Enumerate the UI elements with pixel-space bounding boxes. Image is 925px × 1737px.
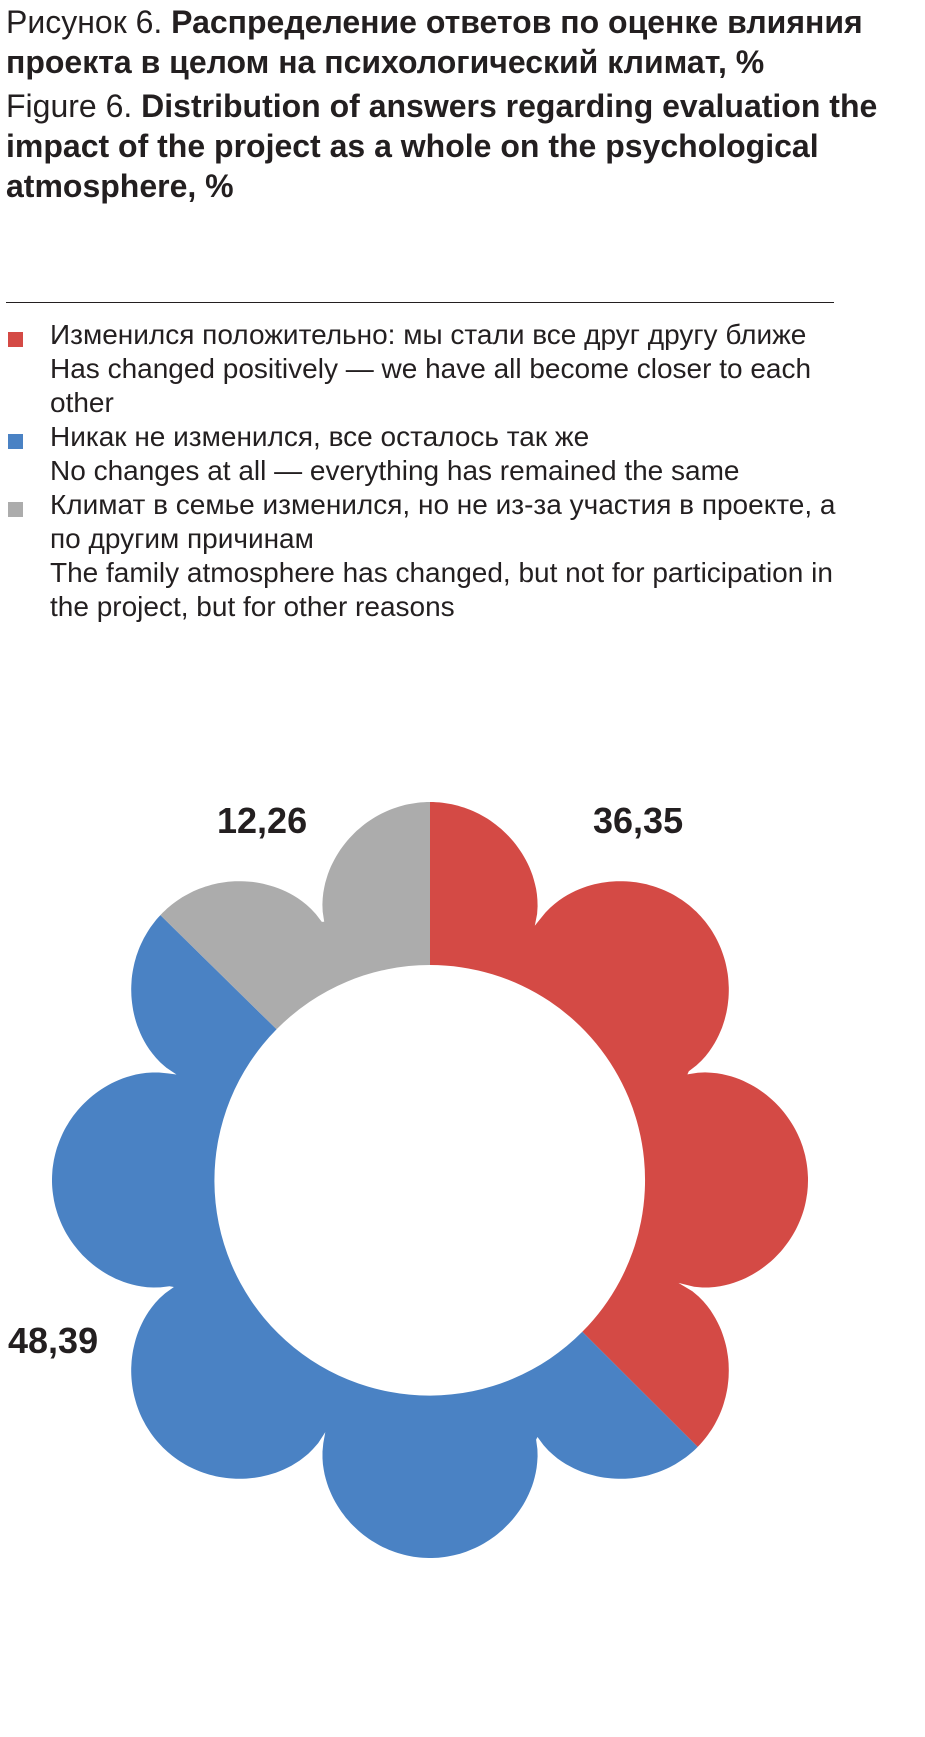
legend-label-ru: Климат в семье изменился, но не из-за уч… xyxy=(50,489,836,554)
title-en: Figure 6. Distribution of answers regard… xyxy=(6,88,878,204)
legend-label-en: Has changed positively — we have all bec… xyxy=(50,353,812,418)
legend-swatch xyxy=(8,332,23,347)
legend-swatch xyxy=(8,502,23,517)
legend-item-other-reasons: Климат в семье изменился, но не из-за уч… xyxy=(6,488,836,624)
legend-label-ru: Никак не изменился, все осталось так же xyxy=(50,421,590,452)
legend-item-positive: Изменился положительно: мы стали все дру… xyxy=(6,318,836,420)
slice-positive xyxy=(430,802,808,1447)
legend-label-en: The family atmosphere has changed, but n… xyxy=(50,557,833,622)
legend-label-en: No changes at all — everything has remai… xyxy=(50,455,740,486)
data-label-other: 12,26 xyxy=(217,800,308,841)
divider xyxy=(6,302,834,303)
data-label-positive: 36,35 xyxy=(593,800,684,841)
title-ru: Рисунок 6. Распределение ответов по оцен… xyxy=(6,4,863,80)
legend-item-no-change: Никак не изменился, все осталось так же … xyxy=(6,420,836,488)
data-label-no-change: 48,39 xyxy=(8,1320,99,1361)
legend-label-ru: Изменился положительно: мы стали все дру… xyxy=(50,319,807,350)
legend-swatch xyxy=(8,434,23,449)
slice-other xyxy=(160,802,430,1030)
slice-no-change xyxy=(52,915,698,1558)
legend: Изменился положительно: мы стали все дру… xyxy=(6,318,836,624)
chart-title: Рисунок 6. Распределение ответов по оцен… xyxy=(6,2,906,210)
flower-donut-chart xyxy=(52,802,808,1558)
